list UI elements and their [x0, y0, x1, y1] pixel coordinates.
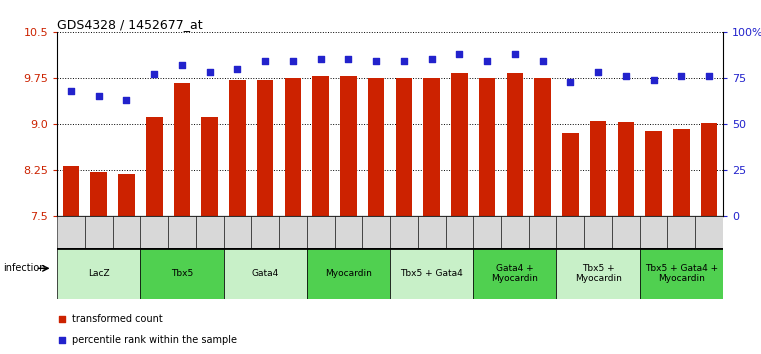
Point [65, 88, 77, 93]
Bar [534, 78, 551, 216]
Bar [645, 131, 662, 216]
Text: Gata4 +
Myocardin: Gata4 + Myocardin [492, 264, 538, 283]
Point [619, 73, 632, 79]
Text: percentile rank within the sample: percentile rank within the sample [72, 335, 237, 345]
Bar [617, 122, 634, 216]
Bar [146, 116, 163, 216]
Bar [202, 116, 218, 216]
Text: Tbx5 + Gata4: Tbx5 + Gata4 [400, 269, 463, 278]
Point [648, 77, 660, 82]
Point [231, 66, 244, 72]
Bar [562, 133, 578, 216]
Point [537, 58, 549, 64]
Point [564, 79, 576, 84]
Bar [285, 78, 301, 216]
Point [481, 58, 493, 64]
Bar [612, 216, 640, 248]
Bar [667, 216, 696, 248]
Bar [196, 216, 224, 248]
Text: GDS4328 / 1452677_at: GDS4328 / 1452677_at [57, 18, 202, 31]
Bar [390, 248, 473, 299]
Text: transformed count: transformed count [72, 314, 163, 324]
Point [204, 69, 216, 75]
Bar [396, 78, 412, 216]
Bar [362, 216, 390, 248]
Bar [307, 216, 335, 248]
Bar [140, 216, 168, 248]
Point [675, 73, 687, 79]
Point [370, 58, 382, 64]
Bar [174, 83, 190, 216]
Bar [140, 248, 224, 299]
Bar [418, 216, 445, 248]
Bar [57, 248, 140, 299]
Point [287, 58, 299, 64]
Bar [390, 216, 418, 248]
Bar [529, 216, 556, 248]
Bar [84, 216, 113, 248]
Bar [118, 174, 135, 216]
Bar [451, 73, 468, 216]
Bar [501, 216, 529, 248]
Bar [340, 76, 357, 216]
Text: LacZ: LacZ [88, 269, 110, 278]
Point [454, 51, 466, 57]
Bar [701, 123, 718, 216]
Point [56, 337, 68, 343]
Point [592, 69, 604, 75]
Point [93, 93, 105, 99]
Bar [91, 172, 107, 216]
Bar [224, 248, 307, 299]
Bar [256, 80, 273, 216]
Bar [168, 216, 196, 248]
Text: Tbx5 +
Myocardin: Tbx5 + Myocardin [575, 264, 622, 283]
Point [509, 51, 521, 57]
Bar [251, 216, 279, 248]
Bar [590, 121, 607, 216]
Text: Tbx5: Tbx5 [170, 269, 193, 278]
Point [398, 58, 410, 64]
Bar [584, 216, 612, 248]
Point [703, 73, 715, 79]
Bar [556, 248, 640, 299]
Bar [673, 129, 689, 216]
Point [314, 57, 326, 62]
Bar [473, 248, 556, 299]
Bar [479, 78, 495, 216]
Bar [445, 216, 473, 248]
Bar [62, 166, 79, 216]
Text: Gata4: Gata4 [252, 269, 279, 278]
Bar [696, 216, 723, 248]
Bar [113, 216, 140, 248]
Bar [229, 80, 246, 216]
Bar [556, 216, 584, 248]
Bar [640, 216, 667, 248]
Point [120, 97, 132, 103]
Bar [312, 76, 329, 216]
Bar [307, 248, 390, 299]
Point [342, 57, 355, 62]
Point [148, 72, 161, 77]
Text: Myocardin: Myocardin [325, 269, 372, 278]
Point [259, 58, 271, 64]
Bar [507, 73, 523, 216]
Bar [279, 216, 307, 248]
Bar [640, 248, 723, 299]
Text: infection: infection [3, 263, 46, 273]
Bar [57, 216, 84, 248]
Point [425, 57, 438, 62]
Bar [335, 216, 362, 248]
Bar [473, 216, 501, 248]
Bar [224, 216, 251, 248]
Bar [368, 78, 384, 216]
Text: Tbx5 + Gata4 +
Myocardin: Tbx5 + Gata4 + Myocardin [645, 264, 718, 283]
Bar [423, 78, 440, 216]
Point [176, 62, 188, 68]
Point [56, 316, 68, 321]
